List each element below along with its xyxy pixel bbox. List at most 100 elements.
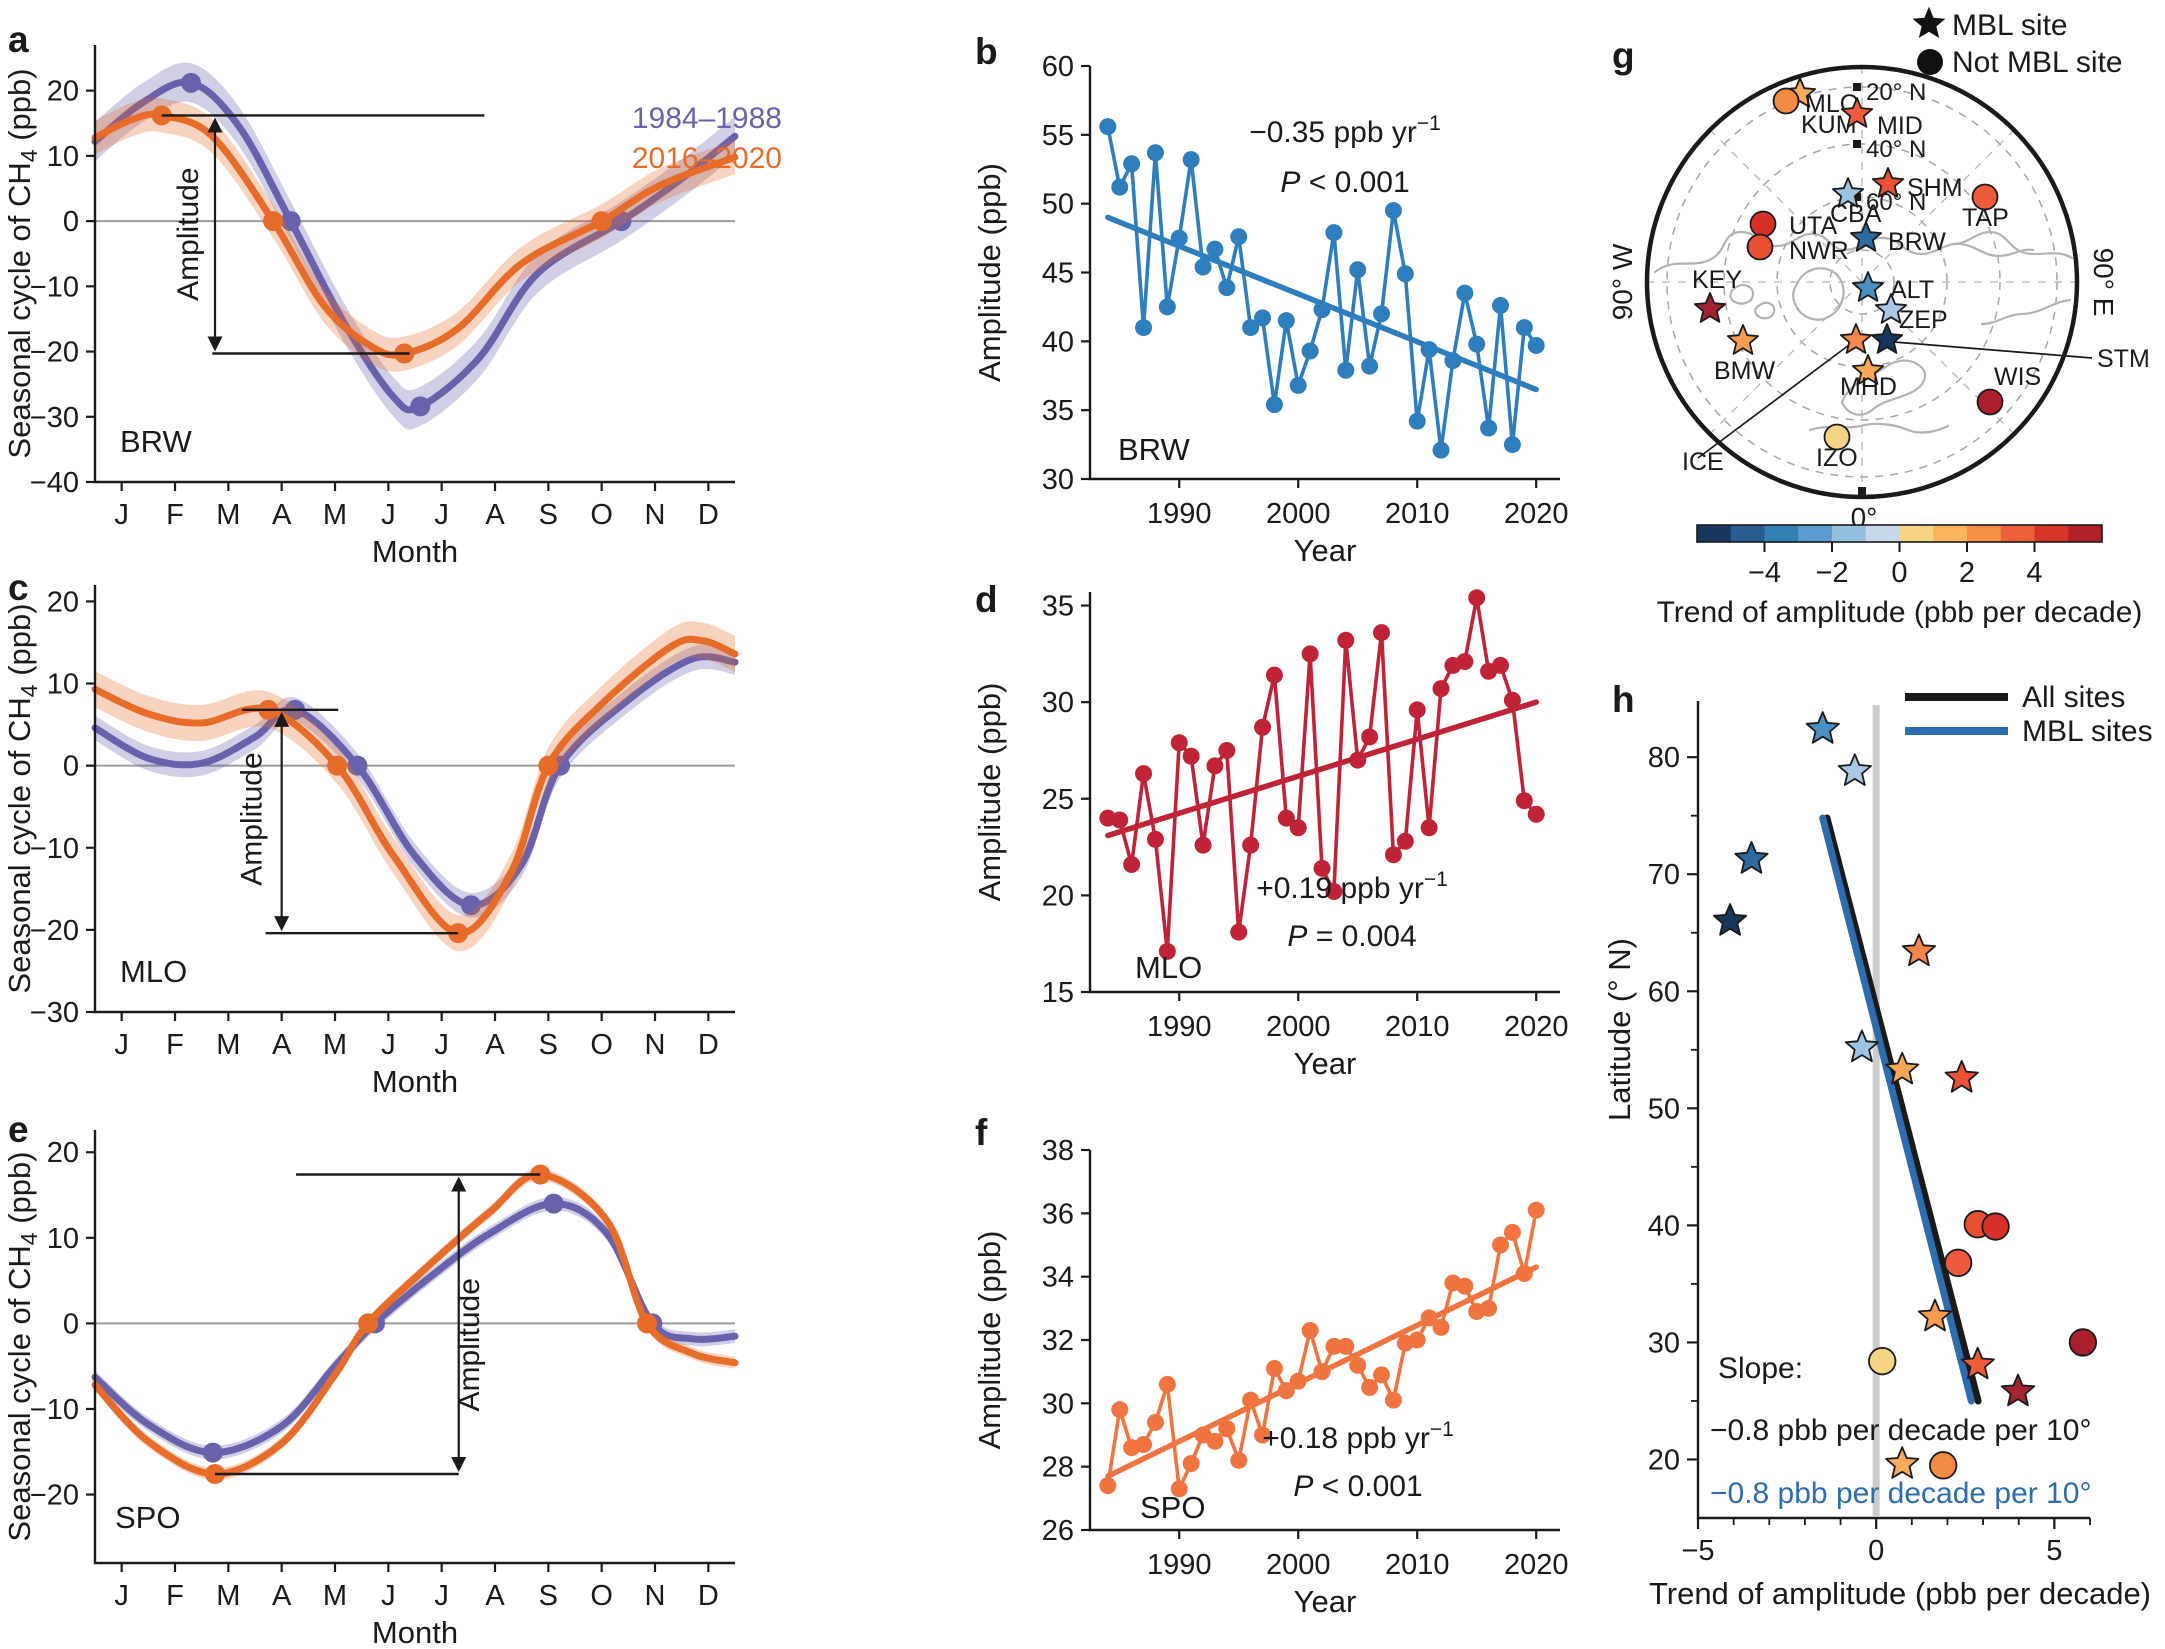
data-point-2007 [1373, 624, 1391, 642]
y-tick-label: 60 [1648, 976, 1680, 1008]
data-point-1985 [1111, 178, 1129, 196]
x-tick-label: 2010 [1385, 1549, 1450, 1581]
x-tick-label: 2020 [1504, 1011, 1569, 1043]
data-point-1987 [1135, 319, 1153, 337]
data-point-1996 [1242, 1391, 1260, 1409]
month-tick-label: M [216, 1029, 240, 1061]
y-tick-label: 15 [1042, 977, 1074, 1009]
curve-marker-2016–2020 [538, 755, 559, 776]
site-marker-IZO [1823, 423, 1851, 451]
graticule-meridian [1709, 129, 1863, 283]
data-point-1986 [1123, 855, 1141, 873]
scatter-point-TAP [1943, 1248, 1973, 1277]
y-tick-label: 0 [63, 206, 79, 238]
data-point-1993 [1206, 1432, 1224, 1450]
data-point-1993 [1206, 757, 1224, 775]
trend-annotation: +0.19 ppb yr−1 [1256, 868, 1448, 905]
graticule-tick-square [1853, 193, 1861, 201]
coastline [1792, 267, 1845, 321]
panel-g: g20° N40° N60° N0°90° W 90° EKUMMLOMIDSHM… [1607, 6, 2150, 629]
data-point-1988 [1146, 144, 1164, 162]
month-tick-label: M [216, 499, 240, 531]
site-marker-ICE [1839, 323, 1873, 354]
scatter-point-MID [1960, 1346, 1995, 1380]
y-tick-label: 50 [1042, 189, 1074, 221]
data-point-2001 [1301, 342, 1319, 360]
slope-all-sites: −0.8 pbb per decade per 10° [1710, 1414, 2091, 1447]
data-point-1997 [1254, 718, 1272, 736]
data-point-1987 [1135, 1436, 1153, 1453]
data-point-2006 [1361, 1379, 1379, 1396]
colorbar-tick-label: −4 [1748, 557, 1781, 589]
month-tick-label: O [590, 499, 613, 531]
pvalue-annotation: P < 0.001 [1293, 1470, 1422, 1503]
data-point-2017 [1492, 656, 1510, 674]
month-tick-label: O [590, 1580, 613, 1612]
month-tick-label: D [698, 1029, 719, 1061]
station-label: SPO [1140, 1490, 1205, 1525]
month-tick-label: A [485, 499, 505, 531]
data-point-2003 [1325, 1337, 1343, 1355]
amplitude-label: Amplitude [172, 167, 205, 300]
data-point-2014 [1456, 1277, 1474, 1295]
colorbar-segment [1865, 525, 1900, 542]
colorbar-segment [1899, 525, 1934, 542]
y-tick-label: −30 [30, 997, 79, 1029]
month-tick-label: J [114, 499, 129, 531]
data-point-2018 [1503, 436, 1521, 454]
data-point-1984 [1099, 1477, 1117, 1495]
month-tick-label: M [323, 1029, 347, 1061]
y-tick-label: 20 [47, 76, 79, 108]
pvalue-annotation: P = 0.004 [1287, 920, 1416, 953]
y-tick-label: 20 [47, 586, 79, 618]
graticule-meridian [1861, 129, 2015, 283]
data-point-2006 [1361, 728, 1379, 746]
pvalue-annotation: P < 0.001 [1280, 166, 1409, 199]
scatter-point-CBA [1844, 1029, 1879, 1063]
data-point-2010 [1408, 412, 1426, 430]
colorbar-segment [1967, 525, 2002, 542]
fit-line-MBL sites [1819, 814, 1975, 1405]
y-tick-label: 32 [1042, 1325, 1074, 1357]
month-tick-label: M [323, 499, 347, 531]
data-point-1995 [1230, 228, 1248, 246]
axis-spines [93, 1130, 735, 1565]
graticule-ring [1723, 143, 2001, 421]
site-marker-SHM [1871, 167, 1905, 198]
station-label: BRW [120, 424, 193, 459]
data-point-2017 [1492, 297, 1510, 315]
site-marker-MID [1840, 97, 1874, 128]
data-point-1991 [1182, 151, 1200, 169]
seasonal-curve-1984–1988 [91, 653, 739, 909]
y-tick-label: −40 [30, 467, 79, 499]
scatter-point-MLO [1929, 1451, 1958, 1480]
data-point-1987 [1135, 765, 1153, 783]
panel-letter-h: h [1612, 679, 1635, 720]
legend-mbl-site-label: MBL site [1952, 9, 2068, 42]
data-point-2002 [1313, 859, 1331, 877]
data-point-2004 [1337, 1337, 1355, 1355]
colorbar-tick-label: 2 [1959, 557, 1975, 589]
panel-b: 30 35 40 45 50 55 60 1990 2000 2010 2020 Year Amplit… [972, 31, 1568, 568]
y-tick-label: 70 [1648, 859, 1680, 891]
y-tick-label: 30 [1042, 464, 1074, 496]
data-point-1996 [1242, 319, 1260, 337]
month-tick-label: J [434, 499, 449, 531]
month-tick-label: J [381, 1029, 396, 1061]
month-tick-label: A [485, 1580, 505, 1612]
panel-h: h 20 30 40 50 60 70 80 −5 0 5 Trend of amplitude (p… [1602, 679, 2153, 1611]
data-point-1991 [1182, 1455, 1200, 1472]
curve-marker-1984–1988 [280, 211, 301, 232]
legend-star-icon [1912, 6, 1946, 38]
legend-mbl-sites-label: MBL sites [2022, 715, 2153, 748]
y-axis-label: Seasonal cycle of CH4 (ppb) [2, 1151, 42, 1541]
colorbar-segment [1933, 525, 1968, 542]
data-point-1990 [1170, 1480, 1188, 1498]
curve-marker-1984–1988 [347, 755, 368, 776]
y-tick-label: 40 [1042, 326, 1074, 358]
y-tick-label: 50 [1648, 1093, 1680, 1125]
data-point-2020 [1527, 336, 1545, 354]
data-point-2008 [1384, 846, 1402, 864]
y-tick-label: 35 [1042, 395, 1074, 427]
data-point-2009 [1396, 832, 1414, 850]
